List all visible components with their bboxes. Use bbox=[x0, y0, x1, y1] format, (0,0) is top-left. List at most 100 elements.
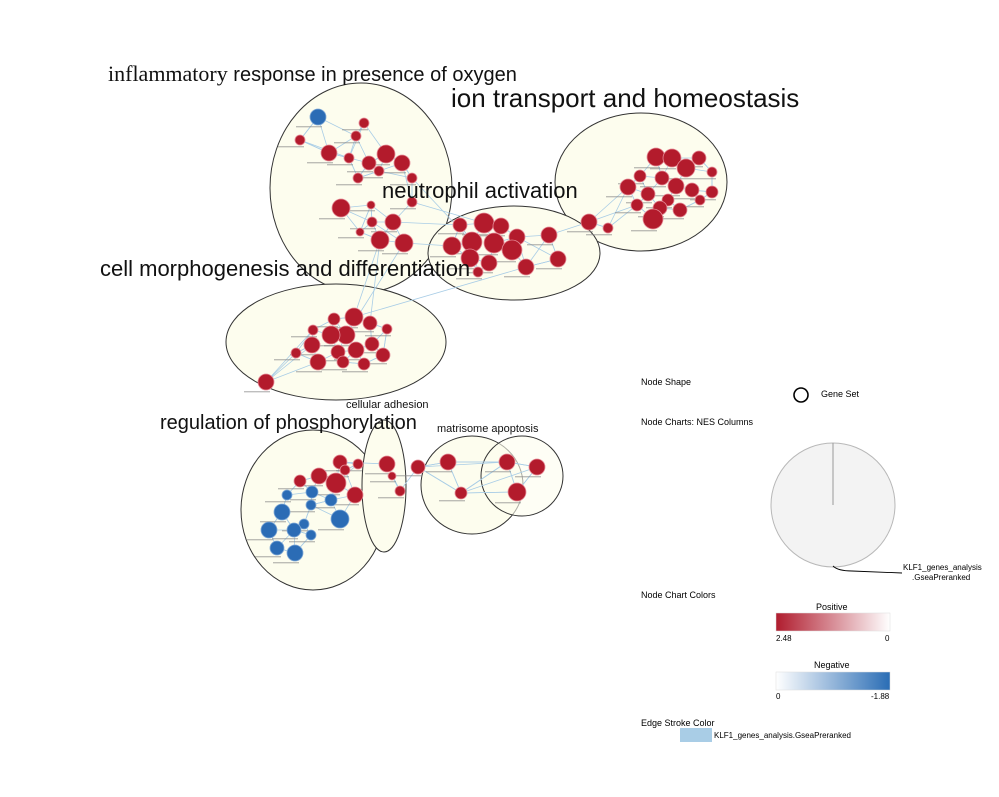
gene-set-node[interactable] bbox=[662, 148, 682, 168]
gene-set-node[interactable] bbox=[549, 250, 567, 268]
gene-set-node[interactable] bbox=[640, 186, 656, 202]
gene-set-node[interactable] bbox=[646, 147, 666, 167]
gene-set-node[interactable] bbox=[633, 169, 647, 183]
gene-set-node[interactable] bbox=[350, 130, 362, 142]
gene-set-node[interactable] bbox=[331, 198, 351, 218]
gene-set-node[interactable] bbox=[305, 529, 317, 541]
gene-set-node[interactable] bbox=[393, 154, 411, 172]
gene-set-node[interactable] bbox=[294, 134, 306, 146]
gene-set-node[interactable] bbox=[694, 194, 706, 206]
gene-set-node[interactable] bbox=[642, 208, 664, 230]
gene-set-node[interactable] bbox=[439, 453, 457, 471]
gene-set-node[interactable] bbox=[336, 355, 350, 369]
gene-set-node[interactable] bbox=[452, 217, 468, 233]
node-label-mark bbox=[485, 471, 511, 473]
gene-set-node[interactable] bbox=[384, 213, 402, 231]
gene-set-node[interactable] bbox=[370, 230, 390, 250]
gene-set-node[interactable] bbox=[676, 158, 696, 178]
gene-set-node[interactable] bbox=[364, 336, 380, 352]
gene-set-node[interactable] bbox=[630, 198, 644, 212]
gene-set-node[interactable] bbox=[286, 544, 304, 562]
node-label-mark bbox=[290, 354, 316, 356]
node-label-mark bbox=[244, 391, 270, 393]
gene-set-node[interactable] bbox=[460, 248, 480, 268]
gene-set-node[interactable] bbox=[472, 266, 484, 278]
gene-set-node[interactable] bbox=[362, 315, 378, 331]
gene-set-node[interactable] bbox=[309, 353, 327, 371]
gene-set-node[interactable] bbox=[705, 185, 719, 199]
gene-set-node[interactable] bbox=[358, 117, 370, 129]
gene-set-node[interactable] bbox=[498, 453, 516, 471]
gene-set-node[interactable] bbox=[376, 144, 396, 164]
gene-set-node[interactable] bbox=[672, 202, 688, 218]
gene-set-node[interactable] bbox=[410, 459, 426, 475]
legend-edge-stroke-label: Edge Stroke Color bbox=[641, 718, 715, 728]
gene-set-node[interactable] bbox=[517, 258, 535, 276]
gene-set-node[interactable] bbox=[347, 341, 365, 359]
gene-set-node[interactable] bbox=[361, 155, 377, 171]
gene-set-node[interactable] bbox=[691, 150, 707, 166]
gene-set-node[interactable] bbox=[343, 152, 355, 164]
gene-set-node[interactable] bbox=[260, 521, 278, 539]
gene-set-node[interactable] bbox=[352, 172, 364, 184]
gene-set-node[interactable] bbox=[378, 455, 396, 473]
gene-set-node[interactable] bbox=[706, 166, 718, 178]
gene-set-node[interactable] bbox=[528, 458, 546, 476]
gene-set-node[interactable] bbox=[325, 472, 347, 494]
gene-set-node[interactable] bbox=[684, 182, 700, 198]
gene-set-node[interactable] bbox=[387, 471, 397, 481]
cluster-adhesion-outline[interactable] bbox=[361, 419, 407, 553]
edge bbox=[265, 344, 313, 383]
gene-set-node[interactable] bbox=[309, 108, 327, 126]
gene-set-node[interactable] bbox=[667, 177, 685, 195]
gene-set-node[interactable] bbox=[273, 503, 291, 521]
gene-set-node[interactable] bbox=[381, 323, 393, 335]
gene-set-node[interactable] bbox=[324, 493, 338, 507]
gene-set-node[interactable] bbox=[501, 239, 523, 261]
gene-set-node[interactable] bbox=[473, 212, 495, 234]
gene-set-node[interactable] bbox=[619, 178, 637, 196]
gene-set-node[interactable] bbox=[346, 486, 364, 504]
gene-set-node[interactable] bbox=[654, 170, 670, 186]
gene-set-node[interactable] bbox=[320, 144, 338, 162]
gene-set-node[interactable] bbox=[286, 522, 302, 538]
gene-set-node[interactable] bbox=[442, 236, 462, 256]
gene-set-node[interactable] bbox=[580, 213, 598, 231]
gene-set-node[interactable] bbox=[330, 509, 350, 529]
gene-set-node[interactable] bbox=[305, 499, 317, 511]
node-label-mark bbox=[278, 488, 304, 490]
gene-set-node[interactable] bbox=[339, 464, 351, 476]
gene-set-node[interactable] bbox=[307, 324, 319, 336]
gene-set-node[interactable] bbox=[540, 226, 558, 244]
gene-set-node[interactable] bbox=[344, 307, 364, 327]
gene-set-node[interactable] bbox=[305, 485, 319, 499]
gene-set-node[interactable] bbox=[355, 227, 365, 237]
gene-set-node[interactable] bbox=[406, 196, 418, 208]
gene-set-node[interactable] bbox=[357, 357, 371, 371]
node-label-mark bbox=[289, 541, 315, 543]
gene-set-node[interactable] bbox=[602, 222, 614, 234]
gene-set-node[interactable] bbox=[394, 485, 406, 497]
gene-set-node[interactable] bbox=[454, 486, 468, 500]
gene-set-node[interactable] bbox=[406, 172, 418, 184]
gene-set-node[interactable] bbox=[303, 336, 321, 354]
gene-set-node[interactable] bbox=[366, 200, 376, 210]
gene-set-node[interactable] bbox=[269, 540, 285, 556]
gene-set-node[interactable] bbox=[394, 233, 414, 253]
gene-set-node[interactable] bbox=[321, 325, 341, 345]
gene-set-node[interactable] bbox=[507, 482, 527, 502]
gene-set-node[interactable] bbox=[327, 312, 341, 326]
gene-set-node[interactable] bbox=[290, 347, 302, 359]
gene-set-node[interactable] bbox=[293, 474, 307, 488]
gene-set-node[interactable] bbox=[366, 216, 378, 228]
gene-set-node[interactable] bbox=[257, 373, 275, 391]
gene-set-node[interactable] bbox=[352, 458, 364, 470]
gene-set-node[interactable] bbox=[492, 217, 510, 235]
gene-set-node[interactable] bbox=[483, 232, 505, 254]
gene-set-node[interactable] bbox=[373, 165, 385, 177]
gene-set-node[interactable] bbox=[298, 518, 310, 530]
gene-set-node[interactable] bbox=[480, 254, 498, 272]
gene-set-node[interactable] bbox=[310, 467, 328, 485]
gene-set-node[interactable] bbox=[375, 347, 391, 363]
gene-set-node[interactable] bbox=[281, 489, 293, 501]
